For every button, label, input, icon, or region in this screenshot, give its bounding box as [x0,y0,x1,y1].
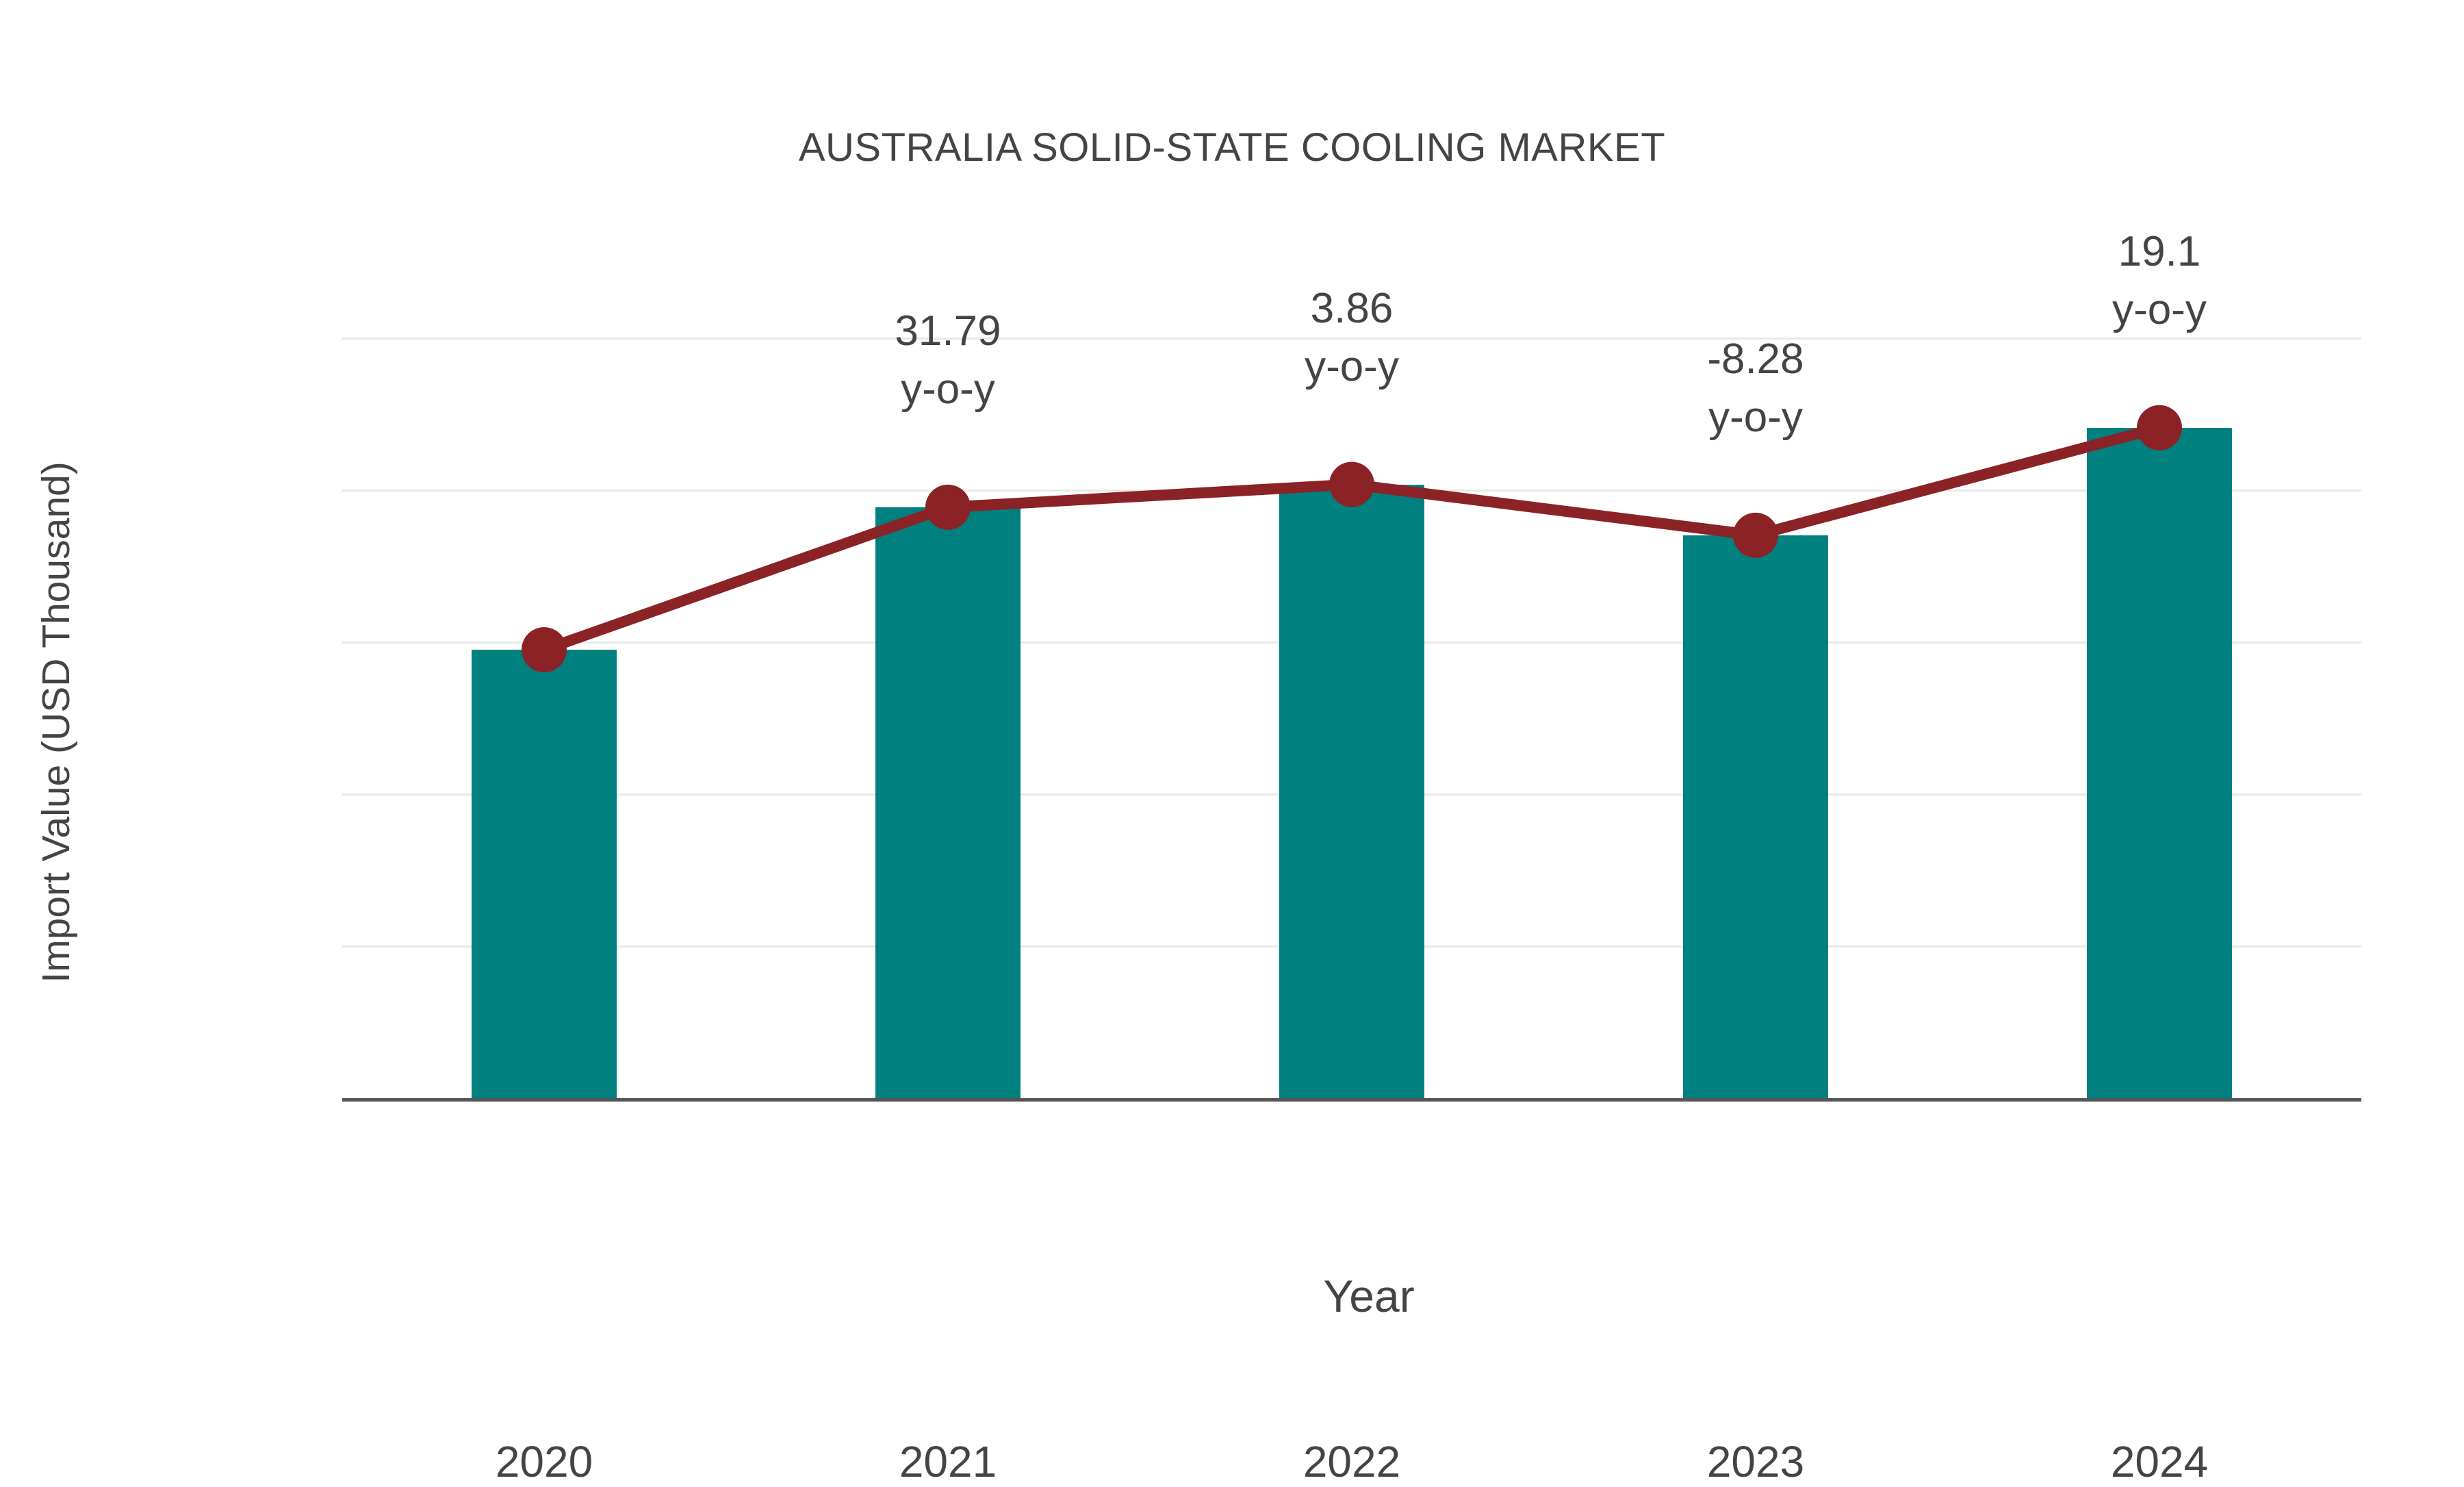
annotation-value: 31.79 [895,307,1001,355]
line-series-group [522,405,2182,673]
line-marker-2023[interactable] [1733,512,1778,558]
bar-2023[interactable] [1683,535,1828,1098]
line-marker-2020[interactable] [522,627,567,673]
chart-container: AUSTRALIA SOLID-STATE COOLING MARKET Imp… [34,125,2361,1486]
x-axis-line [342,1098,2361,1102]
y-axis-title: Import Value (USD Thousand) [34,461,78,983]
chart-title: AUSTRALIA SOLID-STATE COOLING MARKET [798,125,1666,170]
x-axis-tick-label: 2024 [2110,1437,2209,1486]
annotation-unit: y-o-y [901,366,995,414]
plot-area: 020000400006000080000100000 202020212022… [342,228,2361,1486]
annotation-unit: y-o-y [1708,394,1803,442]
bar-2024[interactable] [2087,427,2232,1098]
annotation-2022: 3.86 y-o-y [1194,279,1509,396]
trend-line [539,422,2165,656]
annotation-2023: -8.28 y-o-y [1598,330,1913,447]
gridline [342,338,2361,340]
annotation-value: -8.28 [1707,335,1804,383]
x-axis-title: Year [1323,1271,1415,1321]
annotation-unit: y-o-y [2112,286,2207,334]
annotation-value: 3.86 [1310,284,1394,332]
bar-2021[interactable] [875,507,1021,1098]
annotation-value: 19.1 [2118,227,2201,275]
bar-2022[interactable] [1279,484,1424,1098]
line-marker-2021[interactable] [925,484,971,530]
x-axis-tick-label: 2022 [1302,1437,1401,1486]
annotation-unit: y-o-y [1305,343,1399,391]
annotation-2024: 19.1 y-o-y [2002,223,2317,340]
annotation-2021: 31.79 y-o-y [791,302,1105,419]
bar-2020[interactable] [472,650,617,1098]
x-axis-tick-label: 2023 [1706,1437,1805,1486]
x-axis-tick-label: 2021 [899,1437,997,1486]
line-marker-2022[interactable] [1329,461,1374,507]
x-axis-tick-label: 2020 [495,1437,593,1486]
line-marker-2024[interactable] [2137,405,2182,450]
